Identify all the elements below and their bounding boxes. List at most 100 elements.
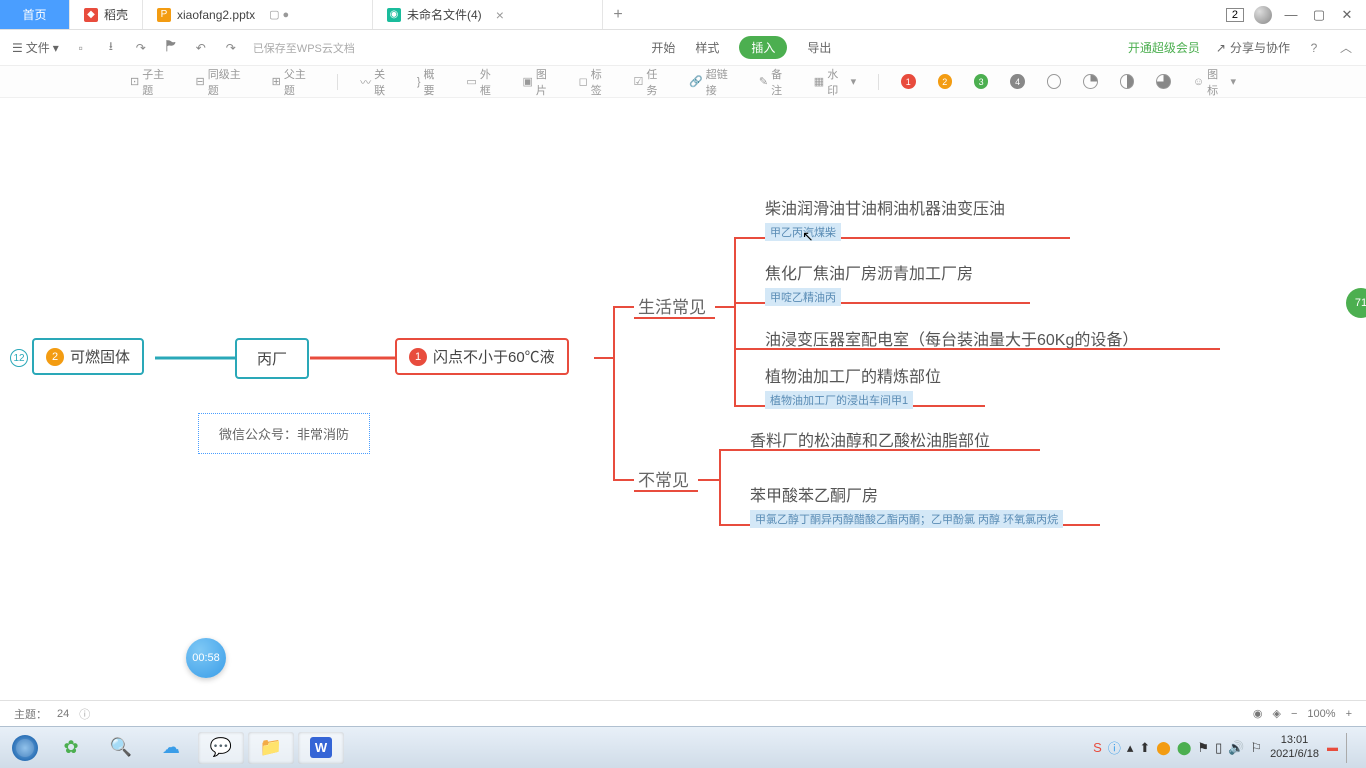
win-count-badge[interactable]: 2 — [1226, 8, 1244, 22]
tab-daoke[interactable]: ◆ 稻壳 — [70, 0, 143, 29]
topic-label: 主题： — [14, 706, 47, 722]
leaf-2[interactable]: 焦化厂焦油厂房沥青加工厂房 甲啶乙精油丙 — [765, 260, 973, 306]
tray-volume-icon[interactable]: 🔊 — [1228, 740, 1244, 756]
mindmap-canvas[interactable]: 12 2 可燃固体 丙厂 1 闪点不小于60℃液 微信公众号：非常消防 生活常见… — [0, 98, 1366, 700]
node-bing[interactable]: 丙厂 — [235, 338, 309, 379]
avatar[interactable] — [1254, 6, 1272, 24]
clock-time: 13:01 — [1270, 734, 1319, 747]
tray-icon[interactable]: ⚐ — [1250, 740, 1262, 756]
rb-border[interactable]: ▭ 外框 — [466, 66, 500, 98]
node-flashpoint[interactable]: 1 闪点不小于60℃液 — [395, 338, 569, 375]
task-search[interactable]: 🔍 — [98, 732, 144, 764]
leaf-6[interactable]: 苯甲酸苯乙酮厂房 甲氯乙醇丁酮异丙醇醋酸乙酯丙酮；乙甲酚氯 丙醇 环氧氯丙烷 — [750, 482, 1063, 528]
tray-icon[interactable]: ⚑ — [1197, 740, 1209, 756]
annotation-wechat[interactable]: 微信公众号：非常消防 — [198, 413, 370, 454]
node-label: 闪点不小于60℃液 — [433, 346, 555, 367]
close-window-icon[interactable]: ✕ — [1338, 7, 1356, 23]
tray-icon[interactable]: ⬤ — [1177, 740, 1192, 756]
clock[interactable]: 13:01 2021/6/18 — [1270, 734, 1319, 760]
share-button[interactable]: ↗ 分享与协作 — [1216, 39, 1290, 56]
leaf-1[interactable]: 柴油润滑油甘油桐油机器油变压油 甲乙丙汽煤柴 — [765, 195, 1005, 241]
tray-icon[interactable]: ▯ — [1215, 740, 1222, 756]
start-button[interactable] — [6, 732, 44, 764]
menu-insert[interactable]: 插入 — [739, 36, 787, 59]
file-menu[interactable]: ☰ 文件 ▾ — [12, 39, 59, 56]
task-app[interactable]: ✿ — [48, 732, 94, 764]
tray-chevron-icon[interactable]: ▴ — [1127, 740, 1134, 756]
help-icon[interactable]: ⓘ — [79, 706, 90, 722]
vip-link[interactable]: 开通超级会员 — [1128, 39, 1200, 56]
window-controls: 2 — ▢ ✕ — [1216, 0, 1366, 29]
tray-icon[interactable]: ⬆ — [1139, 740, 1150, 756]
rb-parent[interactable]: ⊞ 父主题 — [272, 66, 316, 98]
share-label: 分享与协作 — [1230, 39, 1290, 56]
rb-watermark[interactable]: ▦ 水印 ▾ — [814, 66, 856, 98]
show-desktop[interactable] — [1346, 733, 1354, 763]
maximize-icon[interactable]: ▢ — [1310, 7, 1328, 23]
rb-link[interactable]: 🔗 超链接 — [689, 66, 737, 98]
badge-4[interactable]: 4 — [1010, 74, 1024, 89]
tray-icon[interactable]: ▬ — [1327, 742, 1338, 754]
zoom-out[interactable]: − — [1291, 708, 1297, 720]
pie-icon[interactable] — [1047, 74, 1062, 89]
leaf-text: 油浸变压器室配电室（每台装油量大于60Kg的设备） — [765, 326, 1138, 350]
rb-summary[interactable]: } 概要 — [417, 66, 445, 98]
badge-1[interactable]: 1 — [901, 74, 915, 89]
redo-icon[interactable]: ↷ — [223, 40, 239, 56]
taskbar: ✿ 🔍 ☁ 💬 📁 W S ⓘ ▴ ⬆ ⬤ ⬤ ⚑ ▯ 🔊 ⚐ 13:01 20… — [0, 726, 1366, 768]
undo-icon[interactable]: ↶ — [193, 40, 209, 56]
task-wps[interactable]: W — [298, 732, 344, 764]
pie-icon[interactable] — [1156, 74, 1171, 89]
rb-sibling[interactable]: ⊟ 同级主题 — [196, 66, 250, 98]
close-icon[interactable]: × — [496, 7, 504, 23]
pie-icon[interactable] — [1120, 74, 1135, 89]
rb-relation[interactable]: 〰 关联 — [360, 66, 395, 98]
download-icon[interactable]: ⭳ — [103, 40, 119, 56]
menu-style[interactable]: 样式 — [695, 39, 719, 56]
menu-start[interactable]: 开始 — [651, 39, 675, 56]
tray-icon[interactable]: S — [1093, 740, 1102, 755]
tab-home[interactable]: 首页 — [0, 0, 70, 29]
menu-export[interactable]: 导出 — [807, 39, 831, 56]
new-icon[interactable]: ▫ — [73, 40, 89, 56]
view-icon[interactable]: ◈ — [1273, 707, 1281, 720]
help-icon[interactable]: ? — [1306, 40, 1322, 56]
rb-note[interactable]: ✎ 备注 — [759, 66, 792, 98]
zoom-level: 100% — [1307, 708, 1335, 720]
tray-icon[interactable]: ⬤ — [1156, 740, 1171, 756]
tray-icon[interactable]: ⓘ — [1108, 738, 1121, 757]
rb-icon[interactable]: ☺ 图标 ▾ — [1193, 66, 1236, 98]
rb-image[interactable]: ▣ 图片 — [523, 66, 557, 98]
recording-timer[interactable]: 00:58 — [186, 638, 226, 678]
leaf-4[interactable]: 植物油加工厂的精炼部位 植物油加工厂的浸出车间甲1 — [765, 363, 941, 409]
leaf-text: 植物油加工厂的精炼部位 — [765, 363, 941, 387]
task-explorer[interactable]: 📁 — [248, 732, 294, 764]
collapse-icon[interactable]: ︿ — [1338, 40, 1354, 56]
branch-common[interactable]: 生活常见 — [638, 293, 706, 318]
task-wechat[interactable]: 💬 — [198, 732, 244, 764]
format-icon[interactable]: 🏲 — [163, 40, 179, 56]
rb-label[interactable]: ◻ 标签 — [579, 66, 612, 98]
tab-pptx[interactable]: P xiaofang2.pptx ▢ ● — [143, 0, 373, 29]
rb-task[interactable]: ☑ 任务 — [633, 66, 667, 98]
view-icon[interactable]: ◉ — [1253, 707, 1263, 720]
tab-mindmap[interactable]: ◉ 未命名文件(4) × — [373, 0, 603, 29]
pie-icon[interactable] — [1083, 74, 1098, 89]
toolbar: ☰ 文件 ▾ ▫ ⭳ ↷ 🏲 ↶ ↷ 已保存至WPS云文档 开始 样式 插入 导… — [0, 30, 1366, 66]
branch-uncommon[interactable]: 不常见 — [638, 466, 689, 491]
node-root[interactable]: 2 可燃固体 — [32, 338, 144, 375]
leaf-tag: 植物油加工厂的浸出车间甲1 — [765, 391, 913, 409]
pptx-icon: P — [157, 8, 171, 22]
rb-subtopic[interactable]: ⊡ 子主题 — [130, 66, 174, 98]
minimize-icon[interactable]: — — [1282, 7, 1300, 22]
badge-3[interactable]: 3 — [974, 74, 988, 89]
export-icon[interactable]: ↷ — [133, 40, 149, 56]
tab-add[interactable]: + — [603, 0, 633, 29]
task-ev[interactable]: ☁ — [148, 732, 194, 764]
zoom-in[interactable]: + — [1346, 708, 1352, 720]
tab-label: xiaofang2.pptx — [177, 8, 255, 22]
leaf-3[interactable]: 油浸变压器室配电室（每台装油量大于60Kg的设备） — [765, 326, 1138, 350]
leaf-text: 香料厂的松油醇和乙酸松油脂部位 — [750, 427, 990, 451]
badge-2[interactable]: 2 — [938, 74, 952, 89]
leaf-5[interactable]: 香料厂的松油醇和乙酸松油脂部位 — [750, 427, 990, 451]
